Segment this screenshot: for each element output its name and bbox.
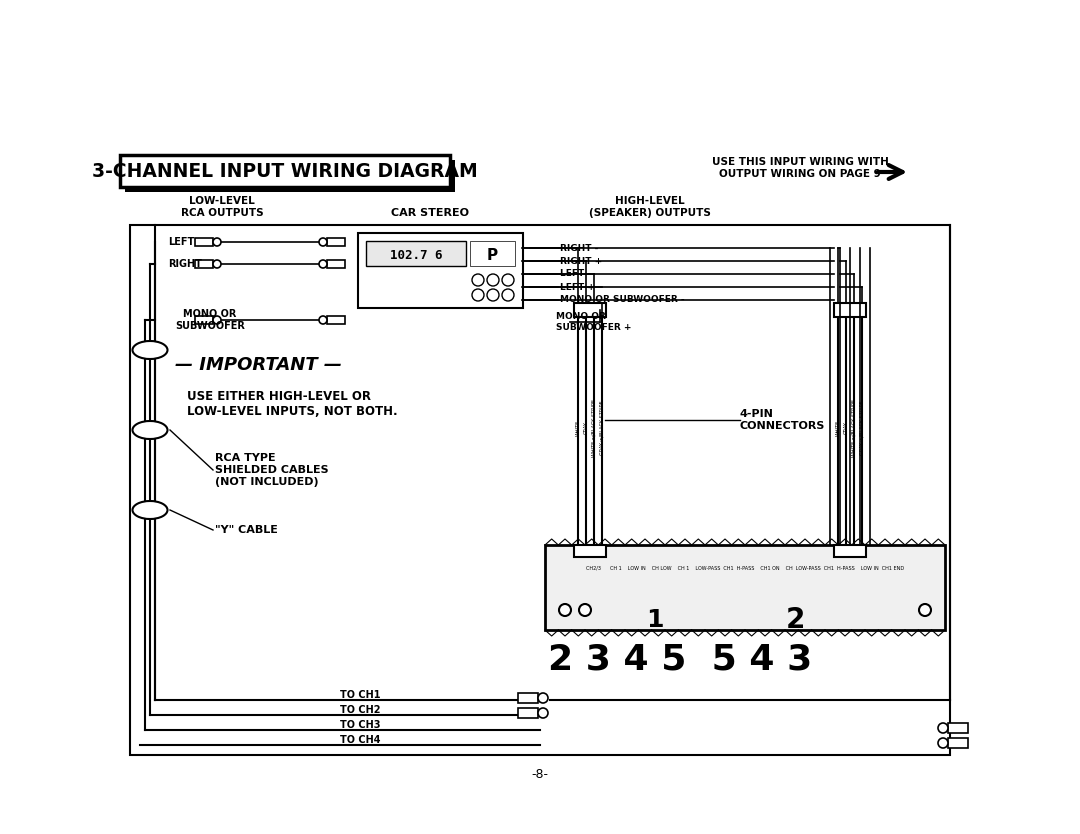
Text: 4-PIN
CONNECTORS: 4-PIN CONNECTORS bbox=[740, 409, 825, 431]
Text: P: P bbox=[486, 248, 498, 263]
Text: MONO OR
SUBWOOFER: MONO OR SUBWOOFER bbox=[175, 309, 245, 331]
Bar bbox=[130, 225, 950, 755]
Circle shape bbox=[559, 604, 571, 616]
Bar bbox=[327, 238, 345, 246]
Text: CAR STEREO: CAR STEREO bbox=[391, 208, 469, 218]
Text: LEFT -: LEFT - bbox=[561, 269, 591, 279]
Text: 102.7 6: 102.7 6 bbox=[390, 249, 442, 262]
Bar bbox=[470, 241, 515, 266]
Text: -8-: -8- bbox=[531, 768, 549, 781]
Circle shape bbox=[213, 238, 221, 246]
Bar bbox=[195, 260, 213, 268]
Text: RCA TYPE
SHIELDED CABLES
(NOT INCLUDED): RCA TYPE SHIELDED CABLES (NOT INCLUDED) bbox=[215, 454, 328, 486]
Bar bbox=[518, 693, 538, 703]
Circle shape bbox=[579, 604, 591, 616]
Circle shape bbox=[538, 708, 548, 718]
Bar bbox=[834, 303, 866, 317]
Circle shape bbox=[939, 723, 948, 733]
Circle shape bbox=[939, 738, 948, 748]
Circle shape bbox=[319, 238, 327, 246]
Circle shape bbox=[319, 260, 327, 268]
Text: HIGH-LEVEL
(SPEAKER) OUTPUTS: HIGH-LEVEL (SPEAKER) OUTPUTS bbox=[589, 196, 711, 218]
Text: 3-CHANNEL INPUT WIRING DIAGRAM: 3-CHANNEL INPUT WIRING DIAGRAM bbox=[92, 162, 477, 180]
Text: RIGHT -: RIGHT - bbox=[561, 244, 598, 253]
Text: WHITE w/BLACK STRIPE: WHITE w/BLACK STRIPE bbox=[592, 399, 596, 457]
Text: GRAY: GRAY bbox=[583, 421, 589, 435]
Bar bbox=[125, 160, 455, 192]
Text: LEFT +: LEFT + bbox=[561, 283, 595, 292]
Text: GRAY w/BLACK STRIPE: GRAY w/BLACK STRIPE bbox=[860, 400, 864, 455]
Text: WHITE: WHITE bbox=[576, 420, 581, 436]
Circle shape bbox=[213, 316, 221, 324]
Text: TO CH4: TO CH4 bbox=[340, 735, 380, 745]
Bar bbox=[195, 316, 213, 324]
Text: WHITE: WHITE bbox=[836, 420, 840, 436]
Text: RIGHT +: RIGHT + bbox=[561, 257, 603, 265]
Circle shape bbox=[919, 604, 931, 616]
Text: WHITE w/BLACK STRIPE: WHITE w/BLACK STRIPE bbox=[851, 399, 856, 457]
Text: USE EITHER HIGH-LEVEL OR
LOW-LEVEL INPUTS, NOT BOTH.: USE EITHER HIGH-LEVEL OR LOW-LEVEL INPUT… bbox=[187, 390, 397, 418]
Bar bbox=[834, 545, 866, 557]
Circle shape bbox=[487, 289, 499, 301]
Text: USE THIS INPUT WIRING WITH
OUTPUT WIRING ON PAGE 9: USE THIS INPUT WIRING WITH OUTPUT WIRING… bbox=[712, 157, 889, 178]
Bar bbox=[573, 545, 606, 557]
Circle shape bbox=[213, 260, 221, 268]
Circle shape bbox=[487, 274, 499, 286]
Text: 1: 1 bbox=[646, 608, 664, 632]
Text: RIGHT: RIGHT bbox=[168, 259, 202, 269]
Circle shape bbox=[472, 274, 484, 286]
Bar bbox=[357, 233, 523, 308]
Text: TO CH1: TO CH1 bbox=[340, 690, 380, 700]
Text: TO CH3: TO CH3 bbox=[340, 720, 380, 730]
Text: GRAY w/BLACK STRIPE: GRAY w/BLACK STRIPE bbox=[599, 400, 605, 455]
Text: 2 3 4 5  5 4 3: 2 3 4 5 5 4 3 bbox=[548, 643, 812, 677]
Ellipse shape bbox=[133, 421, 167, 439]
Text: "Y" CABLE: "Y" CABLE bbox=[215, 525, 278, 535]
Bar bbox=[948, 738, 968, 748]
Bar bbox=[545, 545, 945, 630]
Text: LEFT: LEFT bbox=[168, 237, 194, 247]
Ellipse shape bbox=[133, 341, 167, 359]
Circle shape bbox=[538, 693, 548, 703]
Ellipse shape bbox=[133, 501, 167, 519]
Circle shape bbox=[319, 316, 327, 324]
Bar bbox=[327, 316, 345, 324]
Bar bbox=[366, 241, 465, 266]
Text: TO CH2: TO CH2 bbox=[340, 705, 380, 715]
Text: 2: 2 bbox=[785, 606, 805, 634]
Bar bbox=[948, 723, 968, 733]
Text: CH2/3      CH 1    LOW IN    CH LOW    CH 1    LOW-PASS  CH1  H-PASS    CH1 ON  : CH2/3 CH 1 LOW IN CH LOW CH 1 LOW-PASS C… bbox=[586, 565, 904, 570]
Bar bbox=[195, 238, 213, 246]
Text: LOW-LEVEL
RCA OUTPUTS: LOW-LEVEL RCA OUTPUTS bbox=[180, 196, 264, 218]
Text: MONO OR
SUBWOOFER +: MONO OR SUBWOOFER + bbox=[556, 312, 632, 332]
Circle shape bbox=[502, 289, 514, 301]
Circle shape bbox=[472, 289, 484, 301]
Bar bbox=[120, 155, 450, 187]
Text: — IMPORTANT —: — IMPORTANT — bbox=[175, 356, 342, 374]
Bar bbox=[327, 260, 345, 268]
Text: MONO OR SUBWOOFER -: MONO OR SUBWOOFER - bbox=[561, 295, 685, 304]
Bar bbox=[518, 708, 538, 718]
Circle shape bbox=[502, 274, 514, 286]
Bar bbox=[573, 303, 606, 317]
Text: GRAY: GRAY bbox=[843, 421, 849, 435]
